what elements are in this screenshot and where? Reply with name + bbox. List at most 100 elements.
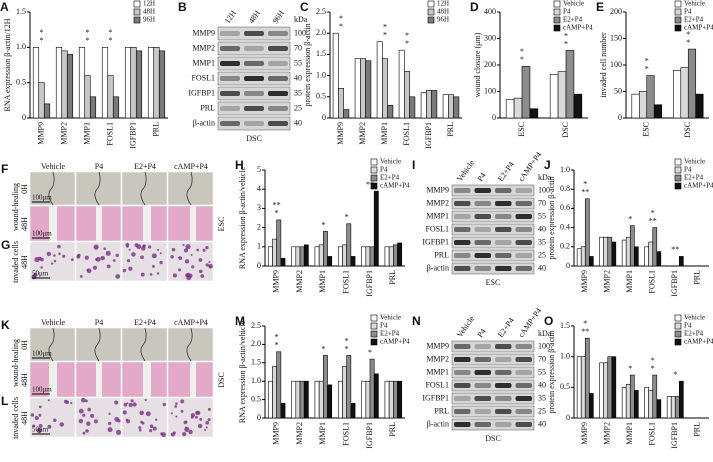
kda-label: 55: [538, 367, 546, 376]
bar: [291, 380, 297, 419]
y-tick-label: 2.5: [251, 321, 261, 330]
panel-letter: I: [412, 158, 415, 172]
legend-swatch: [674, 174, 682, 182]
lane-label: 12H: [223, 9, 238, 26]
y-tick-label: 0: [257, 413, 261, 422]
x-tick-label: PRL: [388, 270, 397, 285]
significance-mark: *: [345, 213, 349, 222]
invaded-cell: [65, 400, 69, 405]
invaded-cell: [59, 422, 64, 427]
bar: [588, 256, 594, 267]
micrograph: [167, 327, 214, 362]
y-tick-label: 5: [257, 165, 261, 174]
invaded-cell: [125, 418, 129, 422]
bar: [153, 47, 160, 119]
invaded-cell: [131, 252, 136, 257]
invaded-cell: [175, 402, 178, 405]
unit-label: kDa: [538, 329, 552, 338]
x-tick-label: PRL: [693, 270, 702, 285]
micrograph: [75, 397, 122, 438]
protein-label: MMP2: [192, 43, 215, 52]
blot-band: [220, 31, 240, 36]
x-tick-label: MMP2: [603, 422, 612, 445]
blot-strip: [451, 353, 535, 366]
bar: [442, 94, 449, 119]
bar: [303, 380, 309, 419]
bar: [646, 75, 655, 119]
micrograph: [29, 171, 76, 206]
invaded-cell: [139, 410, 144, 416]
invaded-cell: [93, 244, 99, 250]
bar: [337, 246, 343, 267]
legend-label: cAMP+P4: [684, 338, 713, 346]
invaded-cell: [159, 260, 163, 265]
invaded-cell: [170, 255, 174, 259]
blot-band: [268, 106, 288, 111]
blot-band: [244, 31, 264, 36]
significance-mark: **: [649, 216, 657, 225]
bar: [695, 93, 704, 119]
invaded-cell: [70, 401, 73, 405]
y-axis-label: invaded cell number: [599, 32, 608, 98]
significance-mark: *: [651, 356, 655, 365]
bar: [576, 248, 582, 267]
invaded-cell: [207, 407, 211, 411]
bar: [318, 380, 324, 419]
x-tick-label: MMP2: [358, 122, 367, 145]
invaded-cell: [140, 272, 145, 277]
bar: [84, 75, 91, 119]
legend-label: 96H: [143, 16, 155, 24]
micrograph: [75, 327, 122, 362]
significance-mark: *: [673, 370, 677, 379]
significance-mark: *: [321, 220, 325, 229]
bar: [652, 227, 658, 267]
invaded-cell: [196, 410, 201, 416]
invaded-cell: [156, 272, 160, 275]
time-label: 48H: [20, 411, 29, 425]
invaded-cell: [86, 268, 92, 274]
bar: [299, 246, 305, 267]
x-tick-label: IGFBP1: [128, 122, 137, 149]
invaded-cell: [134, 243, 139, 247]
bar: [388, 246, 394, 267]
invaded-cell: [145, 411, 151, 417]
x-tick-label: MMP2: [59, 122, 68, 145]
legend-swatch: [674, 16, 682, 24]
significance-mark: *: [383, 23, 387, 32]
bar: [607, 236, 613, 267]
invaded-cell: [123, 402, 128, 407]
invaded-cell: [171, 247, 176, 252]
protein-label: IGFBP1: [188, 88, 215, 97]
micrograph: [75, 171, 122, 206]
scale-bar-label: 100μm: [32, 350, 52, 358]
blot-strip: [451, 223, 535, 236]
invaded-cell: [190, 253, 193, 257]
y-tick-label: 0.5: [16, 77, 26, 86]
bar: [652, 374, 658, 419]
blot-band: [454, 396, 471, 401]
time-label: 48H: [20, 255, 29, 269]
protein-label: MMP1: [192, 58, 215, 67]
kda-label: 70: [538, 198, 546, 207]
x-tick-label: PRL: [693, 422, 702, 437]
y-tick-label: 100: [610, 60, 622, 69]
legend-swatch: [674, 338, 682, 346]
bar: [299, 380, 305, 419]
invaded-cell: [205, 263, 209, 267]
cell-type-label: ESC: [486, 278, 501, 287]
x-tick-label: MMP9: [271, 270, 280, 293]
significance-mark: *: [520, 47, 524, 56]
protein-label: MMP2: [426, 198, 449, 207]
blot-band: [515, 344, 532, 349]
invaded-cell: [126, 259, 131, 263]
panel-letter: E: [596, 0, 604, 14]
bar: [621, 387, 627, 419]
x-tick-label: PRL: [446, 122, 455, 137]
invaded-cell: [159, 252, 162, 255]
legend-label: P4: [380, 322, 388, 330]
invaded-cell: [57, 244, 61, 249]
y-tick-label: 0.5: [560, 382, 570, 391]
blot-strip: [451, 405, 535, 418]
legend-label: Vehicle: [380, 314, 401, 322]
significance-mark: *: [275, 209, 279, 218]
